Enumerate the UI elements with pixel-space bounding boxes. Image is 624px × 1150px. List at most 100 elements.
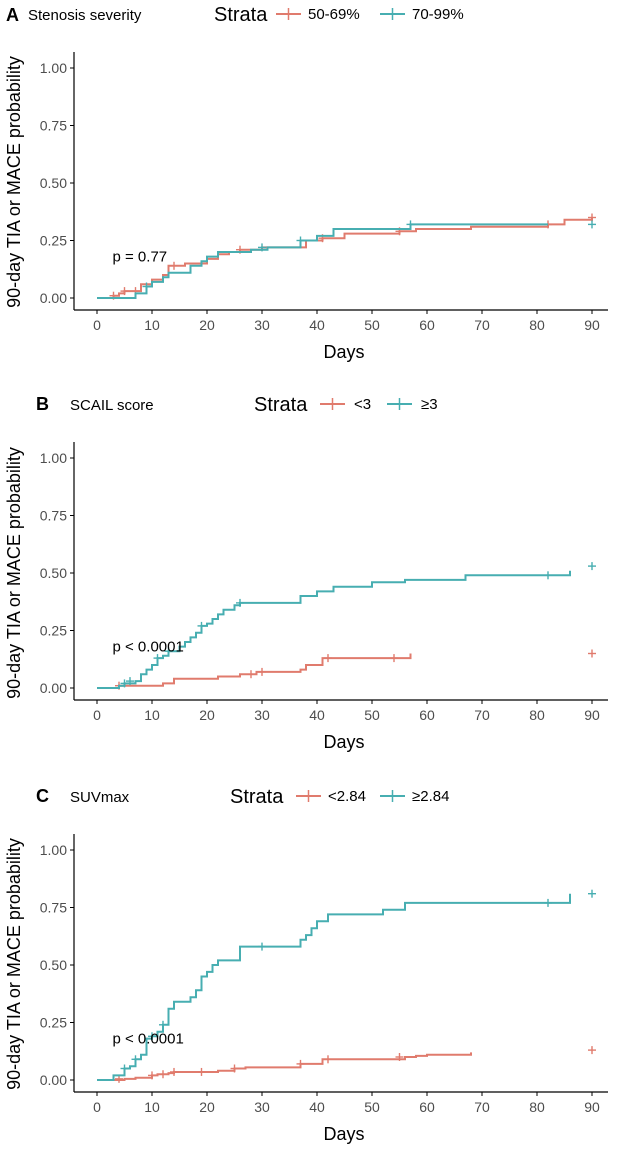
x-tick-label: 20 [199,1099,215,1115]
y-tick-label: 0.50 [40,957,67,973]
panel-letter: B [36,394,49,414]
censor-mark [120,287,129,296]
censor-mark [120,1064,129,1073]
y-tick-label: 1.00 [40,60,67,76]
x-tick-label: 30 [254,707,270,723]
legend-entry-2: 70-99% [380,6,464,23]
x-tick-label: 10 [144,1099,160,1115]
censor-mark [170,1067,178,1076]
censor-mark [159,1070,167,1079]
censor-mark [324,654,332,663]
y-tick-label: 0.25 [40,1015,67,1031]
x-tick-label: 90 [584,1099,600,1115]
plot-area: 0.00 0.25 0.50 0.75 1.00 0 10 20 30 40 50 60 70 80 90 p… [40,834,608,1115]
x-tick-label: 20 [199,317,215,333]
x-tick-label: 0 [93,317,101,333]
x-tick-label: 30 [254,1099,270,1115]
y-axis-title: 90-day TIA or MACE probability [4,447,24,699]
panel-letter: A [6,5,19,25]
legend-label: 50-69% [308,6,360,23]
x-axis-title: Days [323,732,364,752]
censor-mark [296,236,305,245]
y-axis-title: 90-day TIA or MACE probability [4,56,24,308]
y-tick-label: 0.25 [40,623,67,639]
censor-mark [258,667,266,676]
y-tick-label: 0.75 [40,118,67,134]
censor-mark [324,1055,332,1064]
x-tick-label: 60 [419,317,435,333]
x-tick-label: 40 [309,707,325,723]
censor-mark [236,598,244,607]
legend: Strata 50-69% 70-99% [214,4,464,26]
x-tick-label: 0 [93,707,101,723]
series-line-2 [97,223,548,299]
panel-letter: C [36,786,49,806]
censor-mark [588,889,596,898]
series-line-2 [97,570,571,689]
x-tick-label: 40 [309,1099,325,1115]
legend-entry-1: 50-69% [276,6,360,23]
y-tick-label: 1.00 [40,450,67,466]
censor-mark [258,243,266,252]
legend-label: ≥3 [421,396,438,413]
censor-mark [197,1067,206,1076]
censor-mark [148,1071,156,1080]
censor-mark [544,571,552,580]
y-tick-label: 0.00 [40,290,67,306]
x-tick-label: 10 [144,707,160,723]
x-tick-label: 40 [309,317,325,333]
y-tick-label: 0.00 [40,680,67,696]
censor-mark [247,670,255,679]
x-tick-label: 20 [199,707,215,723]
censor-mark [588,213,596,222]
censor-mark [197,621,206,630]
x-tick-label: 50 [364,317,380,333]
legend: Strata <3 ≥3 [254,394,438,416]
y-tick-label: 0.50 [40,175,67,191]
x-tick-label: 70 [474,317,490,333]
legend-title: Strata [230,786,284,808]
legend-entry-1: <2.84 [296,788,366,805]
legend-label: 70-99% [412,6,464,23]
legend-title: Strata [214,4,268,26]
legend: Strata <2.84 ≥2.84 [230,786,449,808]
legend-title: Strata [254,394,308,416]
x-tick-label: 70 [474,707,490,723]
x-tick-label: 90 [584,317,600,333]
x-axis-title: Days [323,342,364,362]
legend-label: ≥2.84 [412,788,449,805]
legend-label: <2.84 [328,788,366,805]
legend-entry-2: ≥3 [387,396,438,413]
x-axis-title: Days [323,1124,364,1144]
p-value-annotation: p < 0.0001 [113,639,184,656]
censor-mark [142,282,151,291]
x-tick-label: 30 [254,317,270,333]
censor-mark [588,649,596,658]
censor-mark [390,654,398,663]
panel-c: C SUVmax Strata <2.84 ≥2.84 90-day TIA o… [4,786,608,1144]
plot-area: 0.00 0.25 0.50 0.75 1.00 0 10 20 30 40 50 60 70 80 90 p… [40,442,608,723]
censor-mark [588,1046,596,1055]
x-tick-label: 80 [529,317,545,333]
censor-mark [159,1020,167,1029]
panel-b: B SCAIL score Strata <3 ≥3 90-day TIA or… [4,394,608,752]
x-tick-label: 50 [364,707,380,723]
plot-area: 0.00 0.25 0.50 0.75 1.00 0 10 20 30 40 50 60 70 80 90 p… [40,52,608,333]
x-tick-label: 60 [419,1099,435,1115]
censor-mark [588,220,596,229]
x-tick-label: 10 [144,317,160,333]
series-line-2 [97,893,571,1081]
p-value-annotation: p = 0.77 [113,249,168,266]
censor-mark [544,898,552,907]
censor-mark [258,942,266,951]
panel-a: A Stenosis severity Strata 50-69% 70-99%… [4,4,608,362]
censor-mark [170,261,178,270]
censor-mark [148,1032,156,1041]
censor-mark [296,1059,305,1068]
y-axis-title: 90-day TIA or MACE probability [4,838,24,1090]
x-tick-label: 80 [529,1099,545,1115]
y-tick-label: 0.75 [40,900,67,916]
x-tick-label: 90 [584,707,600,723]
legend-entry-1: <3 [320,396,371,413]
